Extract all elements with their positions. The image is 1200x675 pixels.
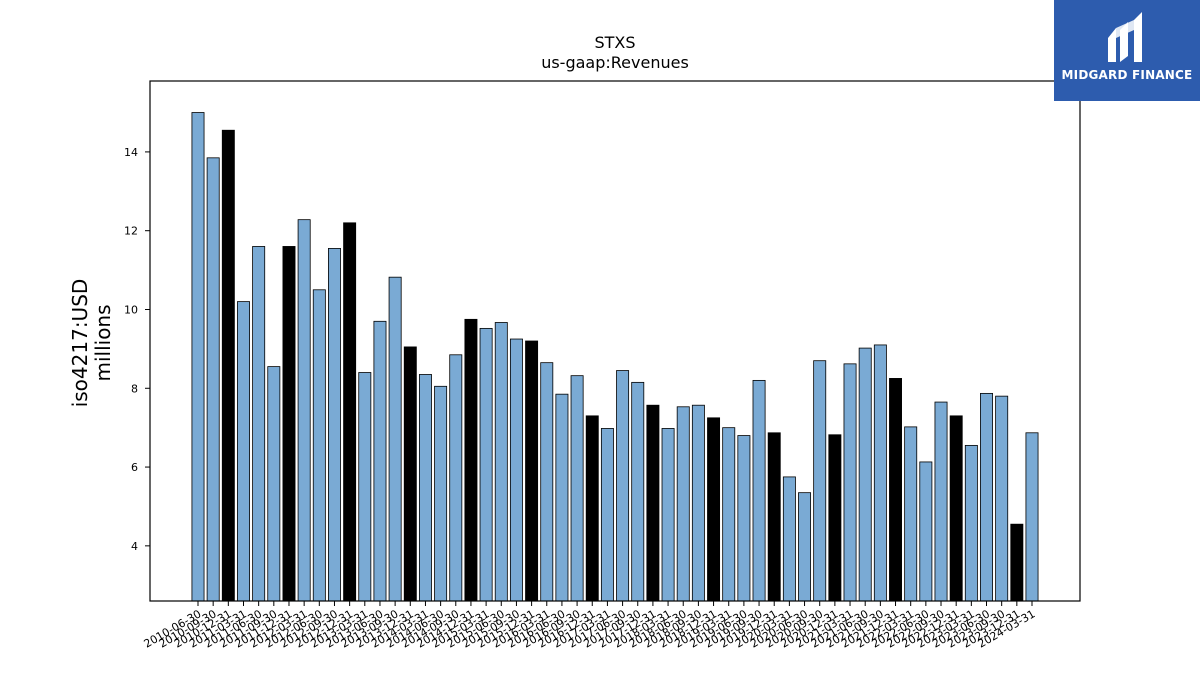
- bar-2021-06-30: [858, 347, 872, 602]
- plot-frame: [149, 80, 1081, 602]
- bar-2015-03-31: [479, 327, 493, 602]
- bar-2020-03-31: [782, 476, 796, 602]
- bar-2016-06-30: [555, 393, 569, 602]
- logo-mark-icon: [1108, 12, 1142, 62]
- midgard-finance-logo: MIDGARD FINANCE: [1054, 0, 1200, 101]
- bar-2013-09-30: [388, 276, 402, 602]
- bar-2021-09-30: [873, 344, 887, 602]
- bar-2010-06-30: [191, 112, 205, 602]
- bars-group: [191, 112, 1039, 602]
- bar-2020-12-31: [828, 434, 842, 602]
- bar-2014-06-30: [434, 385, 448, 602]
- bar-2011-12-31: [282, 246, 296, 602]
- bar-2014-12-31: [464, 318, 478, 602]
- y-axis-label-line1: iso4217:USD: [68, 279, 92, 408]
- bar-2022-12-31: [949, 415, 963, 602]
- bar-2015-09-30: [509, 338, 523, 602]
- bar-2022-09-30: [934, 401, 948, 602]
- bar-2024-03-31: [1025, 432, 1039, 602]
- bar-2016-09-30: [570, 375, 584, 602]
- bar-2017-06-30: [616, 370, 630, 602]
- bar-2011-03-31: [237, 301, 250, 602]
- bar-2013-12-31: [403, 346, 417, 602]
- y-axis-ticks: 4 6 8 10 12 14: [124, 146, 150, 553]
- y-axis-label: iso4217:USD millions: [68, 279, 115, 408]
- chart-title: STXS: [594, 33, 635, 52]
- bar-2020-06-30: [798, 492, 812, 602]
- bar-2013-03-31: [358, 372, 372, 602]
- bar-2013-06-30: [373, 320, 387, 602]
- bar-2011-06-30: [252, 246, 266, 602]
- bar-2023-06-30: [980, 392, 993, 602]
- bar-2021-03-31: [843, 363, 857, 602]
- y-tick-label: 8: [131, 382, 138, 395]
- bar-2014-03-31: [418, 374, 432, 602]
- bar-2016-03-31: [540, 362, 554, 602]
- bar-2023-12-31: [1010, 523, 1024, 602]
- bar-2017-09-30: [631, 381, 645, 602]
- bar-2020-09-30: [813, 360, 827, 602]
- y-tick-label: 4: [131, 540, 138, 553]
- y-tick-label: 10: [124, 303, 138, 316]
- bar-2010-09-30: [206, 157, 220, 602]
- bar-2018-03-31: [661, 428, 675, 602]
- bar-2017-12-31: [646, 404, 660, 602]
- bar-2022-06-30: [919, 461, 933, 602]
- bar-2018-12-31: [707, 417, 721, 602]
- bar-2012-03-31: [297, 219, 311, 602]
- logo-wordmark: MIDGARD FINANCE: [1061, 68, 1193, 82]
- bar-2012-09-30: [328, 248, 341, 602]
- bar-2019-12-31: [767, 432, 781, 602]
- bar-2015-12-31: [525, 340, 539, 602]
- y-tick-label: 6: [131, 461, 138, 474]
- bar-2021-12-31: [889, 378, 902, 602]
- bar-2019-06-30: [737, 435, 751, 602]
- bar-2018-09-30: [691, 404, 705, 602]
- bar-2023-09-30: [995, 395, 1009, 602]
- bar-2016-12-31: [585, 415, 599, 602]
- bar-2023-03-31: [964, 444, 978, 602]
- y-tick-label: 14: [124, 146, 138, 159]
- x-axis-ticks: 2010-06-302010-09-302010-12-312011-03-31…: [142, 601, 1038, 651]
- bar-2019-03-31: [722, 427, 736, 602]
- y-tick-label: 12: [124, 225, 138, 238]
- bar-2012-06-30: [312, 289, 326, 602]
- bar-2010-12-31: [221, 129, 235, 602]
- bar-2018-06-30: [676, 406, 690, 602]
- chart-subtitle: us-gaap:Revenues: [541, 53, 689, 72]
- bar-2012-12-31: [343, 222, 357, 602]
- bar-2015-06-30: [494, 322, 508, 602]
- bar-2019-09-30: [752, 379, 766, 602]
- y-axis-label-line2: millions: [91, 304, 115, 381]
- bar-2022-03-31: [904, 426, 918, 602]
- bar-2014-09-30: [449, 354, 463, 602]
- bar-2017-03-31: [600, 428, 614, 602]
- bar-2011-09-30: [267, 366, 281, 602]
